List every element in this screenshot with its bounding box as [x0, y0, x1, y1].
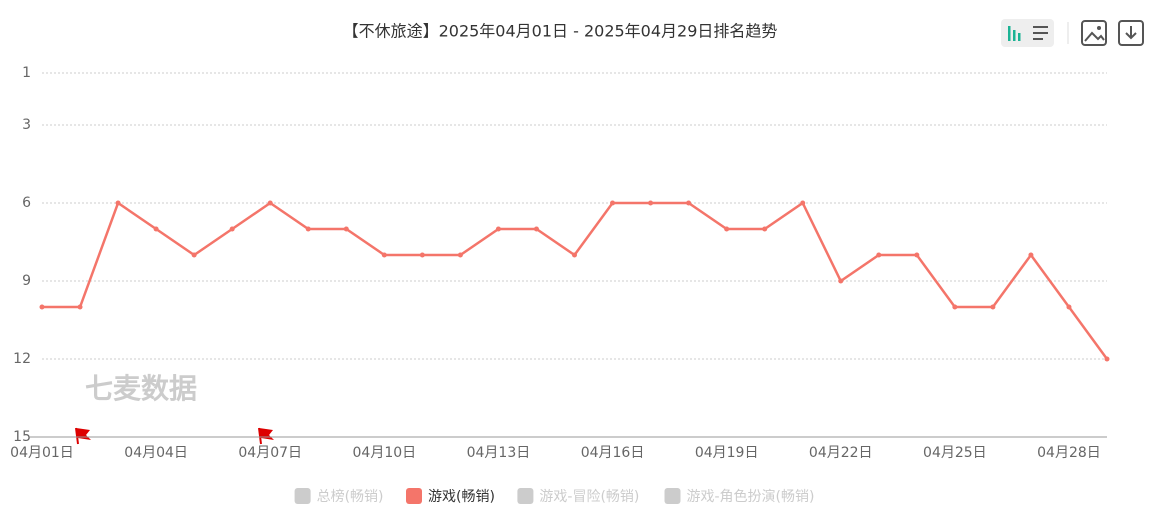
point: [800, 200, 806, 206]
point: [1028, 252, 1034, 258]
download[interactable]: [1118, 20, 1144, 46]
point: [762, 226, 768, 232]
x-tick-label: 04月01日: [10, 445, 74, 461]
point: [153, 226, 159, 232]
x-tick-label: 04月04日: [124, 445, 188, 461]
legend-label[interactable]: 游戏-冒险(畅销): [539, 489, 639, 505]
point: [77, 304, 83, 310]
x-tick-label: 04月13日: [467, 445, 531, 461]
point: [457, 252, 463, 258]
point: [39, 304, 45, 310]
save-image[interactable]: [1081, 20, 1107, 46]
point: [990, 304, 996, 310]
point: [267, 200, 273, 206]
point: [381, 252, 387, 258]
point: [115, 200, 121, 206]
x-tick-label: 04月28日: [1037, 445, 1101, 461]
legend-label[interactable]: 游戏-角色扮演(畅销): [687, 488, 815, 505]
point: [724, 226, 730, 232]
legend-swatch[interactable]: [517, 488, 534, 504]
legend-swatch[interactable]: [294, 488, 311, 504]
y-tick-label: 9: [22, 273, 31, 289]
legend-swatch[interactable]: [664, 488, 681, 504]
point: [686, 200, 692, 206]
legend-swatch[interactable]: [406, 488, 422, 504]
x-tick-label: 04月16日: [581, 445, 645, 461]
point: [419, 252, 425, 258]
y-tick-label: 15: [13, 429, 31, 445]
point: [1104, 356, 1110, 362]
point: [572, 252, 577, 258]
point: [838, 278, 844, 284]
y-tick-label: 12: [13, 351, 31, 367]
point: [533, 226, 539, 232]
point: [495, 226, 501, 232]
point: [876, 252, 882, 258]
point: [952, 304, 958, 310]
x-tick-label: 04月22日: [809, 445, 873, 461]
watermark: 七麦数据: [85, 372, 197, 405]
x-tick-label: 04月07日: [238, 445, 302, 461]
point: [191, 252, 197, 258]
legend-label[interactable]: 游戏(畅销): [428, 489, 495, 505]
point: [229, 226, 235, 232]
flag: [75, 427, 91, 445]
point: [1066, 304, 1072, 310]
y-tick-label: 6: [22, 195, 31, 211]
point: [305, 226, 311, 232]
point: [648, 200, 654, 206]
legend-label[interactable]: 总榜(畅销): [317, 488, 384, 505]
x-tick-label: 04月19日: [695, 445, 759, 461]
flag: [258, 427, 274, 445]
point: [343, 226, 349, 232]
x-tick-label: 04月25日: [923, 445, 987, 461]
y-tick-label: 3: [22, 117, 31, 133]
y-tick-label: 1: [22, 65, 31, 81]
point: [914, 252, 920, 258]
chart-title: 【不休旅途】2025年04月01日 - 2025年04月29日排名趋势: [343, 22, 778, 41]
toolbar: [1001, 19, 1144, 47]
point: [610, 200, 616, 206]
x-tick-label: 04月10日: [353, 445, 417, 461]
